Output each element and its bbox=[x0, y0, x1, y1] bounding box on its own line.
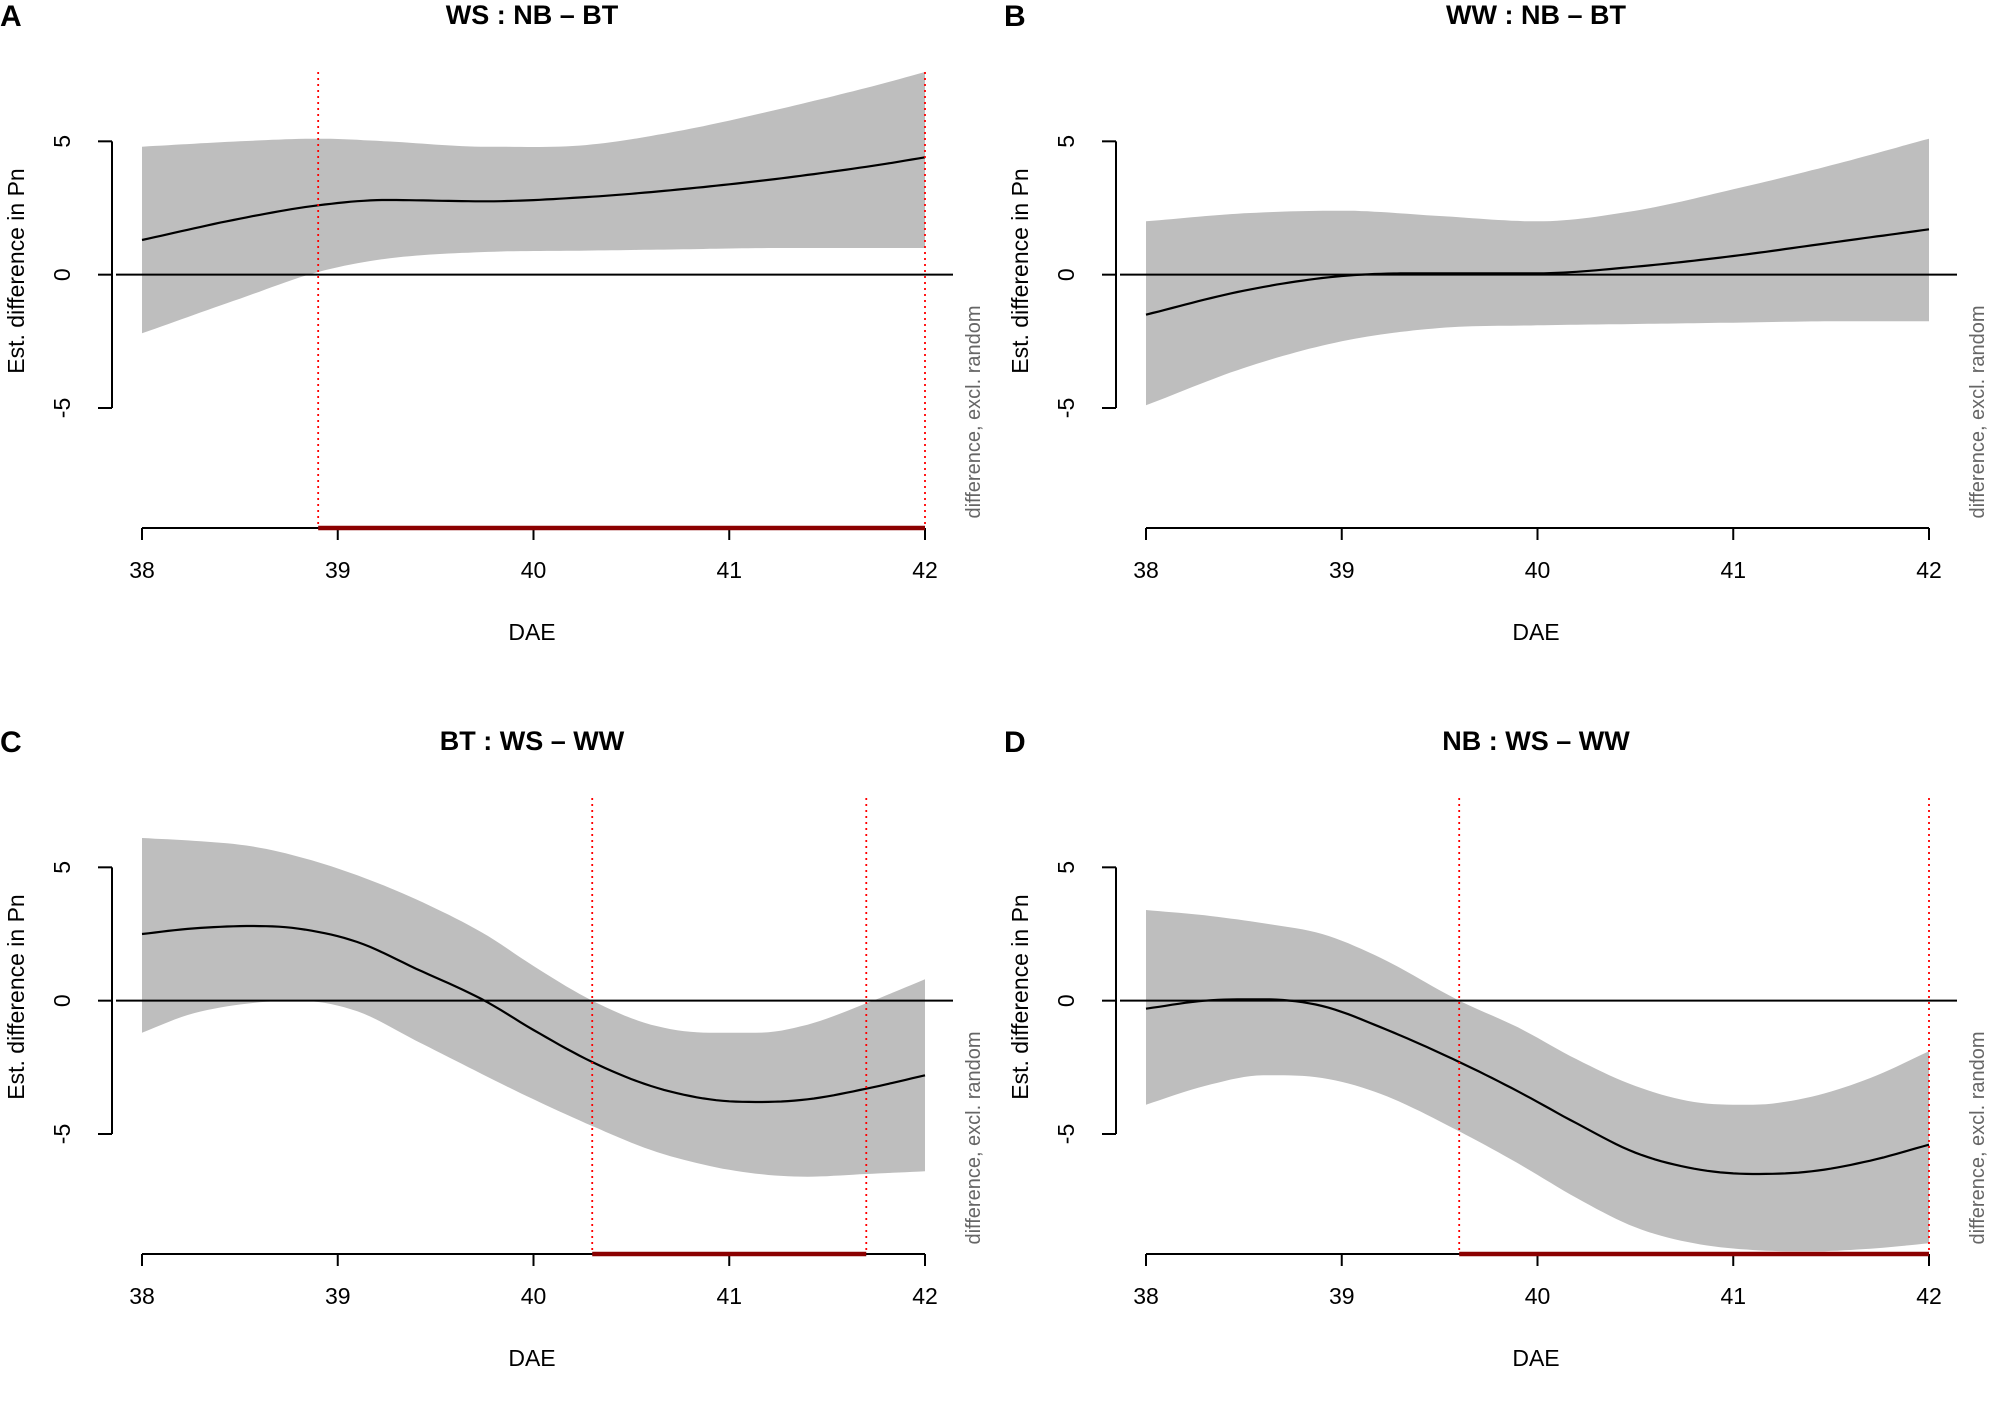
y-tick-label: 0 bbox=[1053, 268, 1079, 281]
panel-letter: D bbox=[1004, 726, 1026, 759]
x-tick-label: 42 bbox=[912, 1283, 938, 1309]
panel-b: B WW : NB – BT DAE Est. difference in Pn… bbox=[1004, 0, 2008, 682]
y-axis: -5 0 5 bbox=[49, 135, 113, 418]
y-tick-label: -5 bbox=[49, 398, 75, 418]
x-tick-label: 39 bbox=[1329, 557, 1355, 583]
panel-d-svg: D NB : WS – WW DAE Est. difference in Pn… bbox=[1004, 726, 1989, 1371]
x-axis-label: DAE bbox=[1512, 1345, 1559, 1371]
y-tick-label: 5 bbox=[49, 135, 75, 148]
plot-area: -5 0 5 38 39 40 41 42 bbox=[49, 798, 953, 1309]
x-tick-label: 41 bbox=[716, 557, 742, 583]
confidence-band bbox=[142, 72, 925, 334]
y-axis: -5 0 5 bbox=[49, 861, 113, 1144]
panel-letter: C bbox=[0, 726, 22, 759]
figure: A WS : NB – BT DAE Est. difference in Pn… bbox=[0, 0, 2008, 1371]
y-tick-label: -5 bbox=[1053, 398, 1079, 418]
panel-letter: A bbox=[0, 0, 22, 33]
x-axis-label: DAE bbox=[1512, 619, 1559, 645]
y-tick-label: 0 bbox=[1053, 994, 1079, 1007]
confidence-band bbox=[142, 838, 925, 1177]
x-tick-label: 41 bbox=[1720, 1283, 1746, 1309]
chart-title: BT : WS – WW bbox=[440, 726, 625, 756]
fit-line bbox=[1145, 998, 1930, 1176]
fit-line bbox=[141, 156, 926, 242]
x-tick-label: 38 bbox=[129, 557, 155, 583]
x-tick-label: 42 bbox=[912, 557, 938, 583]
y-tick-label: 0 bbox=[49, 994, 75, 1007]
y-tick-label: -5 bbox=[1053, 1124, 1079, 1144]
y-axis: -5 0 5 bbox=[1053, 861, 1117, 1144]
x-axis-label: DAE bbox=[508, 1345, 555, 1371]
x-tick-label: 40 bbox=[521, 1283, 547, 1309]
panel-a: A WS : NB – BT DAE Est. difference in Pn… bbox=[0, 0, 1004, 682]
confidence-band bbox=[1146, 138, 1929, 406]
x-tick-label: 40 bbox=[1525, 557, 1551, 583]
side-label: difference, excl. random bbox=[963, 305, 985, 518]
y-axis-label: Est. difference in Pn bbox=[3, 894, 29, 1099]
fit-line bbox=[1145, 228, 1930, 316]
x-tick-label: 38 bbox=[1133, 1283, 1159, 1309]
x-tick-label: 39 bbox=[325, 1283, 351, 1309]
y-tick-label: 5 bbox=[49, 861, 75, 874]
plot-area: -5 0 5 38 39 40 41 42 bbox=[49, 72, 953, 583]
x-tick-label: 39 bbox=[325, 557, 351, 583]
panel-d: D NB : WS – WW DAE Est. difference in Pn… bbox=[1004, 726, 2008, 1408]
x-tick-label: 40 bbox=[1525, 1283, 1551, 1309]
x-tick-label: 42 bbox=[1916, 1283, 1942, 1309]
side-label: difference, excl. random bbox=[1967, 305, 1989, 518]
fit-line bbox=[141, 924, 926, 1104]
x-axis: 38 39 40 41 42 bbox=[129, 1253, 938, 1309]
side-label: difference, excl. random bbox=[1967, 1031, 1989, 1244]
plot-area: -5 0 5 38 39 40 41 42 bbox=[1053, 798, 1957, 1309]
panel-a-svg: A WS : NB – BT DAE Est. difference in Pn… bbox=[0, 0, 985, 645]
y-tick-label: -5 bbox=[49, 1124, 75, 1144]
chart-title: WW : NB – BT bbox=[1446, 0, 1626, 30]
x-tick-label: 39 bbox=[1329, 1283, 1355, 1309]
x-tick-label: 38 bbox=[1133, 557, 1159, 583]
x-tick-label: 40 bbox=[521, 557, 547, 583]
x-tick-label: 41 bbox=[1720, 557, 1746, 583]
panel-letter: B bbox=[1004, 0, 1026, 33]
y-tick-label: 0 bbox=[49, 268, 75, 281]
x-axis: 38 39 40 41 42 bbox=[1133, 1253, 1942, 1309]
y-axis-label: Est. difference in Pn bbox=[1007, 168, 1033, 373]
y-axis: -5 0 5 bbox=[1053, 135, 1117, 418]
x-tick-label: 42 bbox=[1916, 557, 1942, 583]
y-axis-label: Est. difference in Pn bbox=[1007, 894, 1033, 1099]
x-tick-label: 38 bbox=[129, 1283, 155, 1309]
y-tick-label: 5 bbox=[1053, 135, 1079, 148]
side-label: difference, excl. random bbox=[963, 1031, 985, 1244]
panel-b-svg: B WW : NB – BT DAE Est. difference in Pn… bbox=[1004, 0, 1989, 645]
x-axis-label: DAE bbox=[508, 619, 555, 645]
panel-c-svg: C BT : WS – WW DAE Est. difference in Pn… bbox=[0, 726, 985, 1371]
panel-c: C BT : WS – WW DAE Est. difference in Pn… bbox=[0, 726, 1004, 1408]
chart-title: NB : WS – WW bbox=[1442, 726, 1630, 756]
confidence-band bbox=[1146, 910, 1929, 1252]
x-axis: 38 39 40 41 42 bbox=[129, 527, 938, 583]
x-axis: 38 39 40 41 42 bbox=[1133, 527, 1942, 583]
x-tick-label: 41 bbox=[716, 1283, 742, 1309]
chart-title: WS : NB – BT bbox=[446, 0, 619, 30]
y-axis-label: Est. difference in Pn bbox=[3, 168, 29, 373]
plot-area: -5 0 5 38 39 40 41 42 bbox=[1053, 135, 1957, 583]
y-tick-label: 5 bbox=[1053, 861, 1079, 874]
